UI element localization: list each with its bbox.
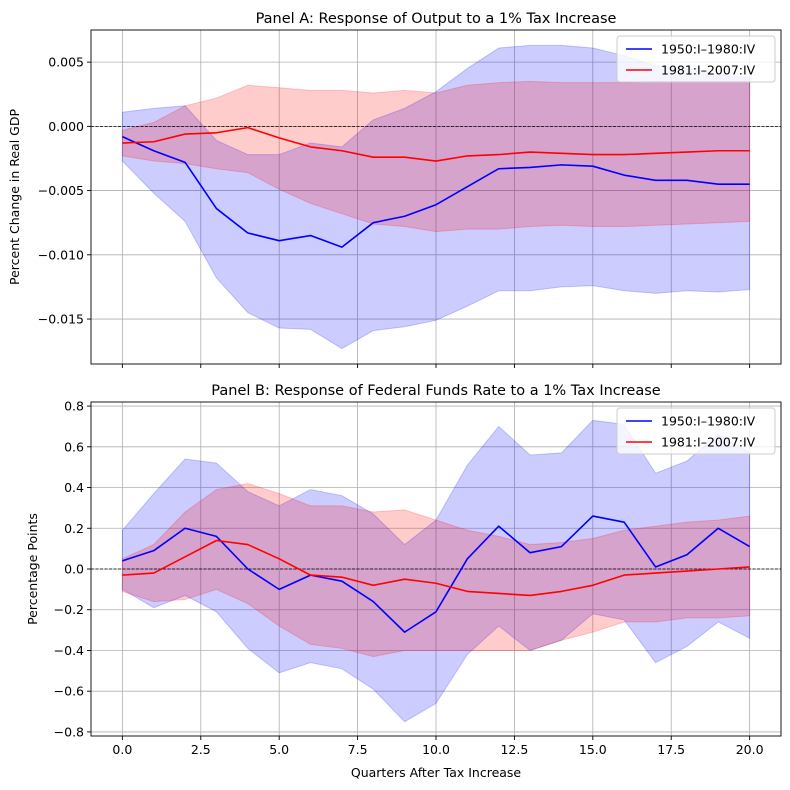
legend-box	[616, 35, 776, 83]
x-tick-label: 20.0	[736, 742, 764, 757]
x-tick-label: 0.0	[112, 742, 132, 757]
series-line-red	[122, 126, 750, 162]
y-tick-label: −0.005	[38, 183, 84, 198]
panel-title: Panel A: Response of Output to a 1% Tax …	[256, 11, 617, 27]
y-tick-label: −0.2	[54, 602, 84, 617]
y-tick-label: 0.8	[64, 399, 84, 414]
x-tick-label: 2.5	[191, 742, 211, 757]
confidence-band-red	[121, 80, 751, 233]
series-line-red	[122, 539, 750, 597]
y-tick-label: 0.6	[64, 439, 84, 454]
legend-label: 1950:I–1980:IV	[661, 42, 756, 57]
x-tick-label: 15.0	[579, 742, 607, 757]
y-axis-label: Percent Change in Real GDP	[7, 109, 22, 285]
confidence-band-red	[121, 482, 751, 658]
y-tick-label: 0.000	[48, 119, 84, 134]
y-tick-label: 0.2	[64, 521, 84, 536]
series-line-blue	[122, 135, 750, 248]
legend-label: 1981:I–2007:IV	[661, 63, 756, 78]
panel-b: Panel B: Response of Federal Funds Rate …	[25, 383, 782, 780]
y-axis-label: Percentage Points	[25, 513, 40, 625]
x-tick-label: 12.5	[500, 742, 528, 757]
x-tick-label: 7.5	[348, 742, 368, 757]
x-axis-label: Quarters After Tax Increase	[351, 765, 522, 780]
panel-title: Panel B: Response of Federal Funds Rate …	[211, 383, 660, 399]
y-tick-label: 0.0	[64, 562, 84, 577]
y-tick-label: 0.4	[64, 480, 84, 495]
y-tick-label: −0.010	[38, 247, 84, 262]
y-tick-label: −0.4	[54, 643, 84, 658]
legend-label: 1950:I–1980:IV	[661, 414, 756, 429]
confidence-band-blue	[121, 419, 751, 723]
legend: 1950:I–1980:IV 1981:I–2007:IV	[616, 407, 776, 455]
legend-label: 1981:I–2007:IV	[661, 435, 756, 450]
y-tick-label: −0.015	[38, 312, 84, 327]
x-tick-label: 17.5	[657, 742, 685, 757]
y-tick-label: −0.6	[54, 684, 84, 699]
panel-a: Panel A: Response of Output to a 1% Tax …	[7, 11, 782, 368]
y-tick-label: −0.8	[54, 724, 84, 739]
y-tick-label: 0.005	[48, 55, 84, 70]
x-tick-label: 5.0	[269, 742, 289, 757]
legend-box	[616, 407, 776, 455]
legend: 1950:I–1980:IV 1981:I–2007:IV	[616, 35, 776, 83]
confidence-band-blue	[121, 44, 751, 350]
x-tick-label: 10.0	[422, 742, 450, 757]
series-line-blue	[122, 515, 751, 633]
